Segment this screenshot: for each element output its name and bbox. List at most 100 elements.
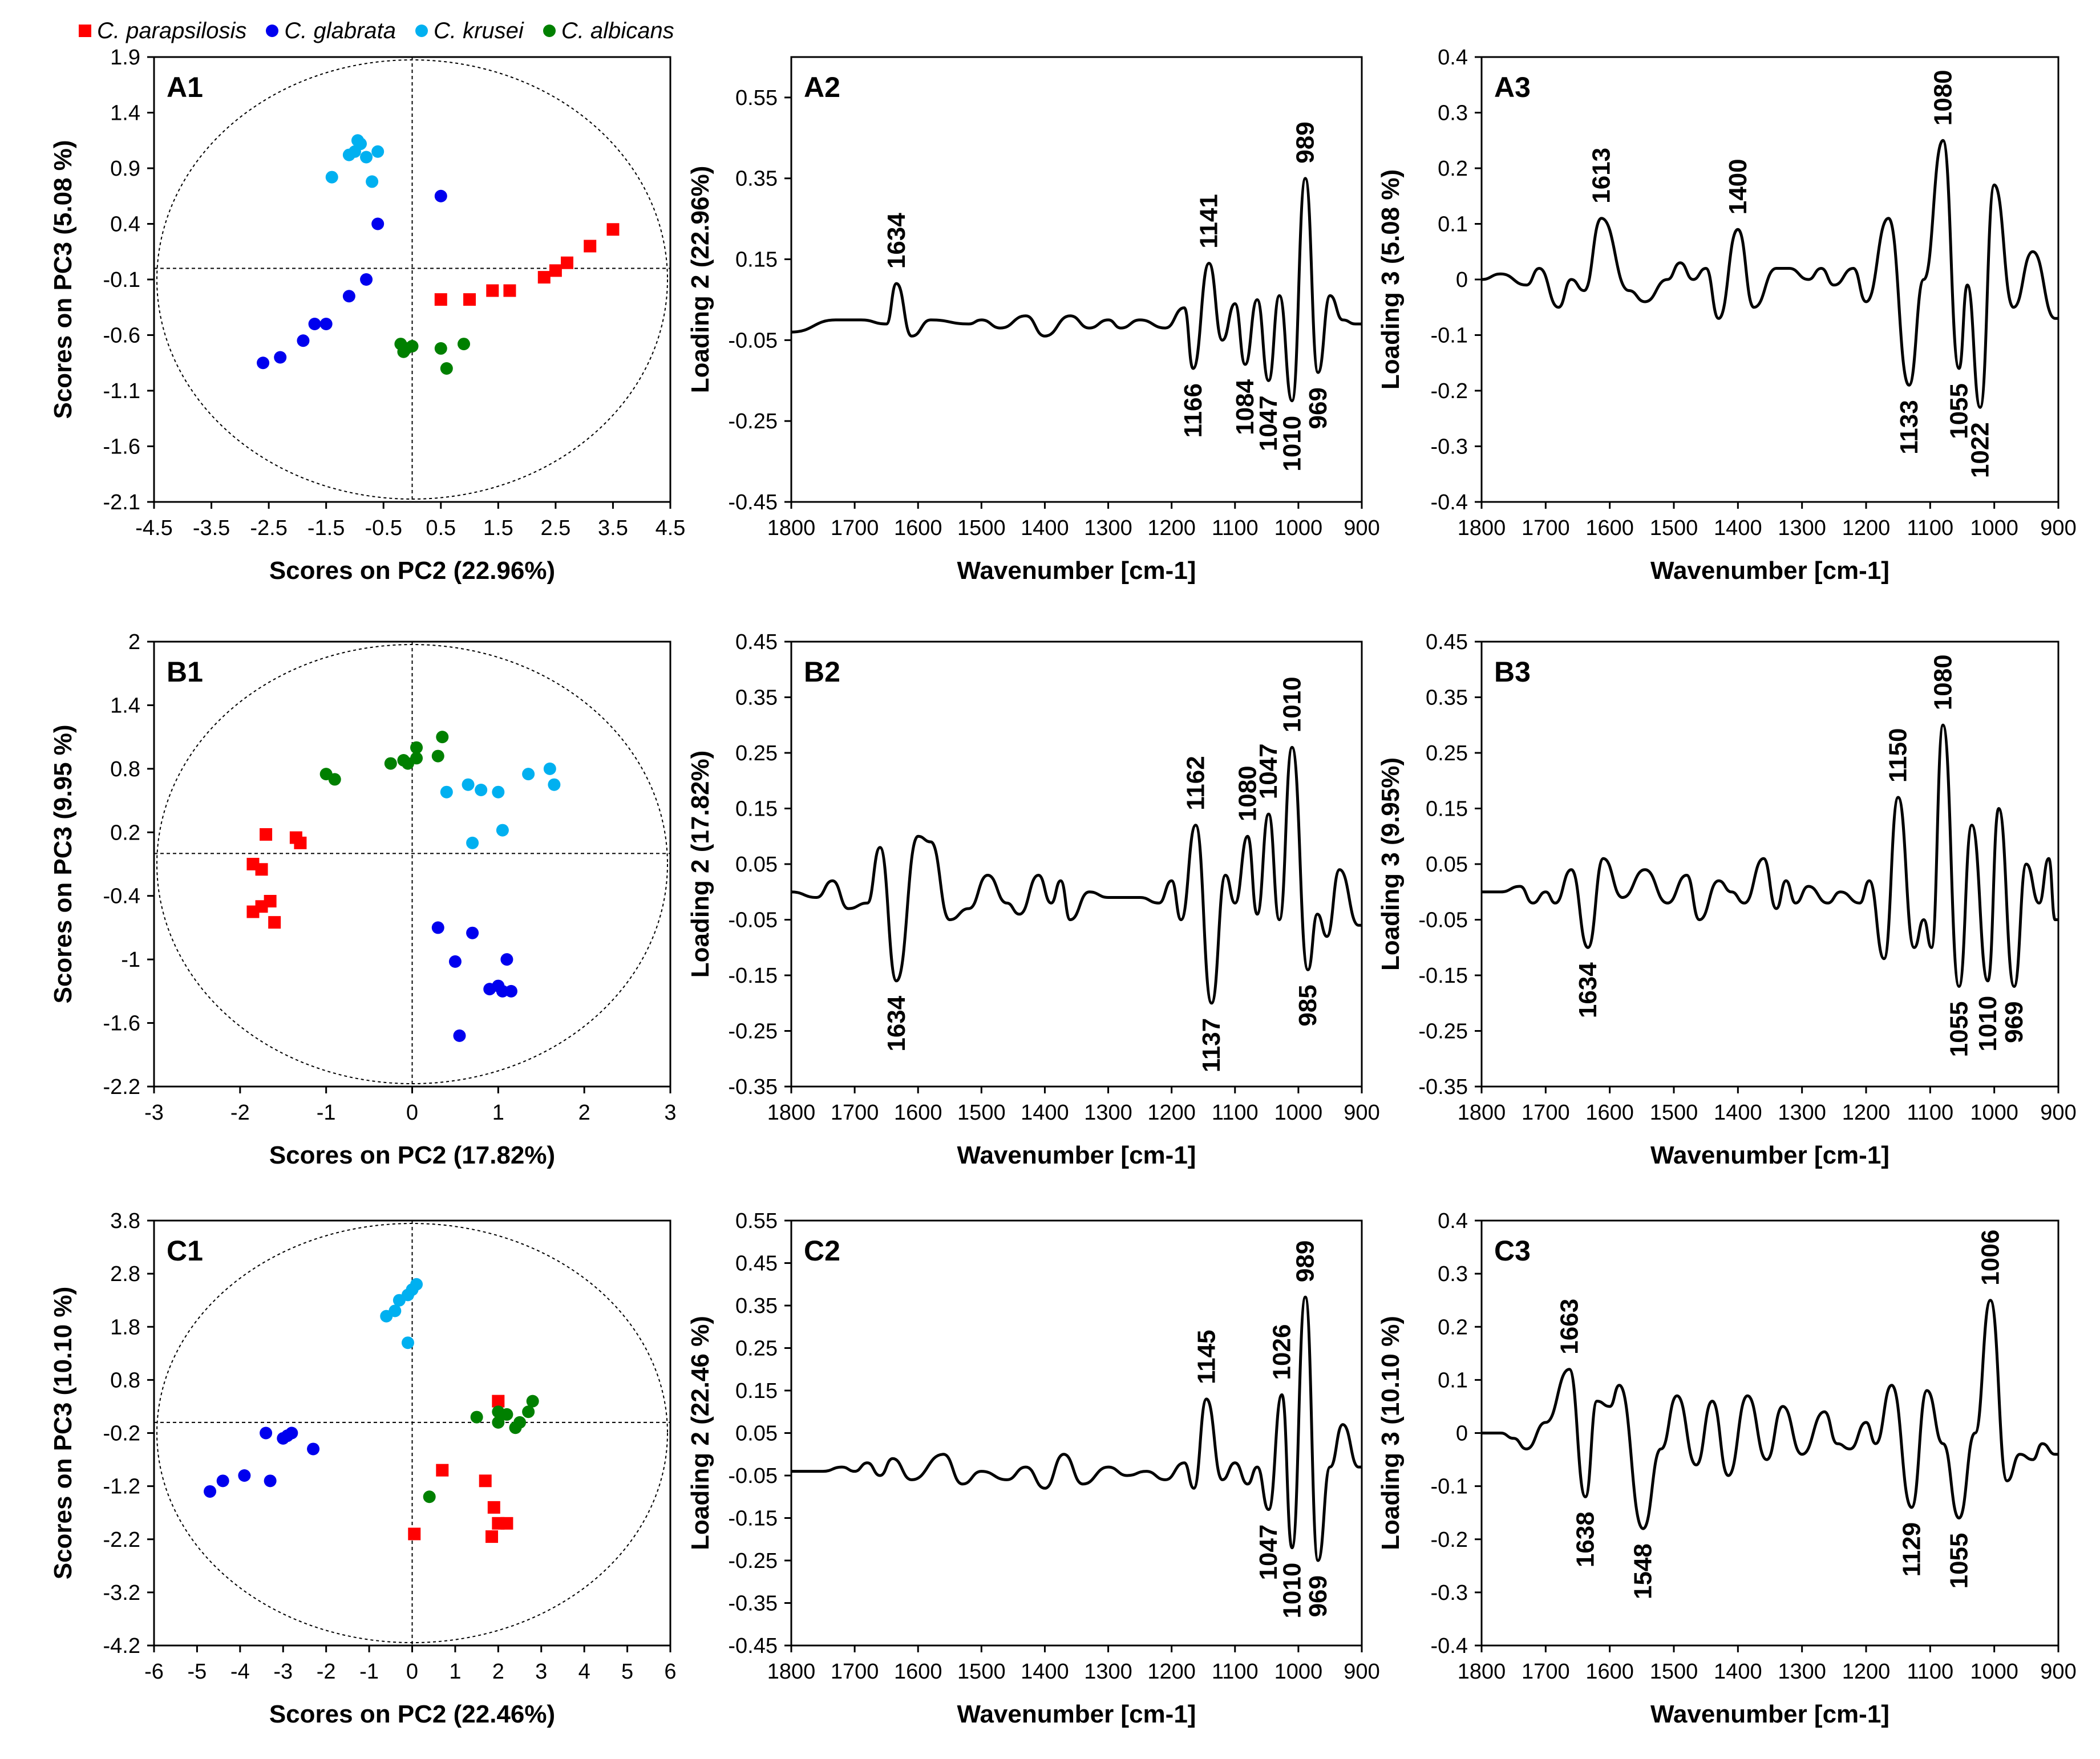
data-point bbox=[410, 741, 423, 754]
peak-label: 1162 bbox=[1181, 756, 1209, 810]
peak-label: 1133 bbox=[1895, 400, 1923, 454]
data-point bbox=[584, 240, 597, 253]
x-tick-label: 1000 bbox=[1274, 1660, 1323, 1684]
x-tick-label: 1700 bbox=[831, 1101, 879, 1125]
x-tick-label: 900 bbox=[2040, 1101, 2076, 1125]
x-tick-label: 900 bbox=[1344, 516, 1379, 540]
y-tick-label: -1 bbox=[121, 948, 140, 972]
data-point bbox=[260, 1426, 273, 1440]
y-tick-label: 0.2 bbox=[1438, 1315, 1468, 1339]
y-tick-label: 0.05 bbox=[735, 1422, 778, 1446]
peak-label: 1022 bbox=[1966, 422, 1994, 478]
data-point bbox=[561, 256, 573, 269]
data-point bbox=[440, 362, 453, 375]
x-tick-label: 1400 bbox=[1021, 1660, 1069, 1684]
x-tick-label: 1100 bbox=[1212, 1660, 1259, 1684]
y-tick-label: 0.4 bbox=[1438, 1209, 1468, 1233]
data-point bbox=[401, 1336, 414, 1349]
y-tick-label: -0.2 bbox=[103, 1422, 140, 1446]
panel-label: B1 bbox=[167, 656, 203, 688]
y-tick-label: 2 bbox=[128, 630, 140, 654]
peak-label: 1137 bbox=[1197, 1018, 1225, 1072]
x-tick-label: 1200 bbox=[1147, 1660, 1196, 1684]
x-tick-label: 3 bbox=[664, 1101, 676, 1125]
x-tick-label: -6 bbox=[144, 1660, 164, 1684]
data-point bbox=[492, 1405, 505, 1418]
y-tick-label: -0.1 bbox=[1431, 324, 1468, 348]
y-tick-label: -0.2 bbox=[1431, 379, 1468, 403]
x-tick-label: 4.5 bbox=[656, 516, 686, 540]
y-tick-label: 0.4 bbox=[1438, 46, 1468, 70]
x-tick-label: 1300 bbox=[1778, 516, 1826, 540]
data-point bbox=[486, 284, 499, 297]
data-point bbox=[204, 1485, 217, 1498]
data-point bbox=[307, 1442, 320, 1456]
data-point bbox=[238, 1469, 251, 1482]
data-point bbox=[255, 863, 268, 876]
x-tick-label: 1700 bbox=[1522, 516, 1570, 540]
peak-label: 1055 bbox=[1945, 1533, 1973, 1589]
data-point bbox=[423, 1490, 436, 1503]
data-point bbox=[260, 828, 273, 841]
x-tick-label: 1000 bbox=[1274, 516, 1323, 540]
x-tick-label: 0 bbox=[406, 1660, 418, 1684]
data-point bbox=[458, 338, 470, 351]
spectrum-line bbox=[1481, 139, 2058, 409]
y-tick-label: -0.35 bbox=[728, 1075, 778, 1099]
plot-frame bbox=[790, 641, 1363, 1088]
x-tick-label: -2 bbox=[317, 1660, 336, 1684]
legend-marker-albicans bbox=[543, 25, 556, 37]
data-point bbox=[475, 784, 488, 796]
panel-C2: C2 1800 1700 1600 1500 1400 1300 1200 1100 1000 90… bbox=[686, 1209, 1380, 1728]
legend-item: C. albicans bbox=[543, 18, 674, 44]
data-point bbox=[549, 264, 562, 277]
x-tick-label: -1.5 bbox=[307, 516, 345, 540]
x-tick-label: 1500 bbox=[957, 1101, 1006, 1125]
y-tick-label: 0.3 bbox=[1438, 1262, 1468, 1286]
data-point bbox=[342, 290, 355, 303]
data-point bbox=[522, 1405, 535, 1418]
panel-label: B3 bbox=[1494, 656, 1531, 688]
y-tick-label: 0.2 bbox=[1438, 157, 1468, 181]
peak-label: 1010 bbox=[1278, 1563, 1306, 1619]
y-tick-label: -0.3 bbox=[1431, 435, 1468, 459]
y-tick-label: 0.35 bbox=[735, 686, 778, 710]
panel-label: A1 bbox=[167, 71, 203, 103]
y-tick-label: -0.45 bbox=[728, 491, 778, 514]
y-tick-label: 0.45 bbox=[735, 1252, 778, 1276]
x-tick-label: -3 bbox=[144, 1101, 164, 1125]
y-axis-title: Loading 3 (10.10 %) bbox=[1377, 1316, 1405, 1550]
y-tick-label: -0.15 bbox=[728, 964, 778, 988]
panel-label: C1 bbox=[167, 1235, 203, 1267]
y-tick-label: -3.2 bbox=[103, 1581, 140, 1605]
data-point bbox=[496, 984, 509, 998]
data-point bbox=[462, 778, 475, 791]
spectrum-line bbox=[1481, 1299, 2058, 1530]
x-tick-label: 1800 bbox=[767, 516, 816, 540]
peak-label: 1080 bbox=[1234, 765, 1262, 821]
x-tick-label: 1200 bbox=[1147, 516, 1196, 540]
data-point bbox=[606, 223, 620, 236]
x-tick-label: 1600 bbox=[1585, 516, 1634, 540]
data-point bbox=[351, 134, 364, 147]
legend-item: C. glabrata bbox=[266, 18, 396, 44]
y-tick-label: 0.25 bbox=[735, 741, 778, 765]
x-tick-label: 1700 bbox=[1522, 1101, 1570, 1125]
panel-label: C2 bbox=[804, 1235, 840, 1267]
legend-label: C. albicans bbox=[561, 18, 674, 43]
panel-A2: A2 1800 1700 1600 1500 1400 1300 1200 1100 1000 90… bbox=[686, 56, 1380, 585]
y-tick-label: -0.1 bbox=[1431, 1475, 1468, 1499]
peak-label: 989 bbox=[1292, 1241, 1320, 1282]
peak-label: 1006 bbox=[1976, 1230, 2004, 1286]
peak-label: 1080 bbox=[1929, 70, 1957, 125]
x-tick-label: 1200 bbox=[1147, 1101, 1196, 1125]
x-tick-label: 0.5 bbox=[426, 516, 456, 540]
x-tick-label: 1600 bbox=[894, 1101, 942, 1125]
data-point bbox=[543, 762, 556, 775]
y-tick-label: 2.8 bbox=[110, 1262, 140, 1286]
y-tick-label: 0.05 bbox=[735, 853, 778, 877]
x-tick-label: 2 bbox=[492, 1660, 504, 1684]
y-tick-label: 0.1 bbox=[1438, 1368, 1468, 1392]
x-tick-label: -4.5 bbox=[135, 516, 172, 540]
data-point bbox=[434, 342, 447, 355]
